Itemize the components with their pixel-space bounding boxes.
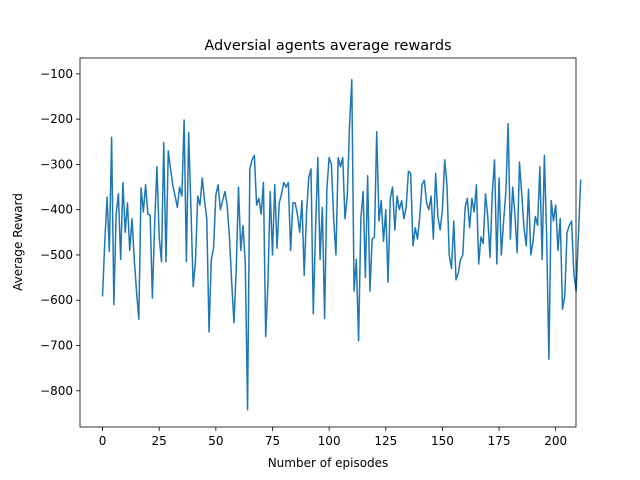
x-tick-label: 25 xyxy=(152,434,167,448)
y-tick-label: −800 xyxy=(40,384,73,398)
y-tick-label: −700 xyxy=(40,339,73,353)
y-tick-label: −500 xyxy=(40,248,73,262)
series-line xyxy=(101,78,582,411)
x-tick-label: 75 xyxy=(265,434,280,448)
y-tick-label: −300 xyxy=(40,157,73,171)
x-axis-label: Number of episodes xyxy=(268,456,389,470)
y-axis-ticks: −800 −700 −600 −500 −400 −300 −200 −100 xyxy=(40,67,80,398)
x-tick-label: 125 xyxy=(374,434,397,448)
x-tick-label: 50 xyxy=(208,434,223,448)
y-tick-label: −200 xyxy=(40,112,73,126)
x-tick-label: 175 xyxy=(488,434,511,448)
x-tick-label: 150 xyxy=(431,434,454,448)
y-tick-label: −100 xyxy=(40,67,73,81)
y-tick-label: −600 xyxy=(40,293,73,307)
x-tick-label: 0 xyxy=(99,434,107,448)
y-axis-label: Average Reward xyxy=(11,193,25,291)
plot-area xyxy=(80,58,576,427)
x-axis-ticks: 0 25 50 75 100 125 150 175 200 xyxy=(99,427,567,448)
chart-title: Adversial agents average rewards xyxy=(204,38,451,54)
x-tick-label: 100 xyxy=(318,434,341,448)
plot-frame xyxy=(79,57,577,428)
y-tick-label: −400 xyxy=(40,203,73,217)
x-tick-label: 200 xyxy=(544,434,567,448)
